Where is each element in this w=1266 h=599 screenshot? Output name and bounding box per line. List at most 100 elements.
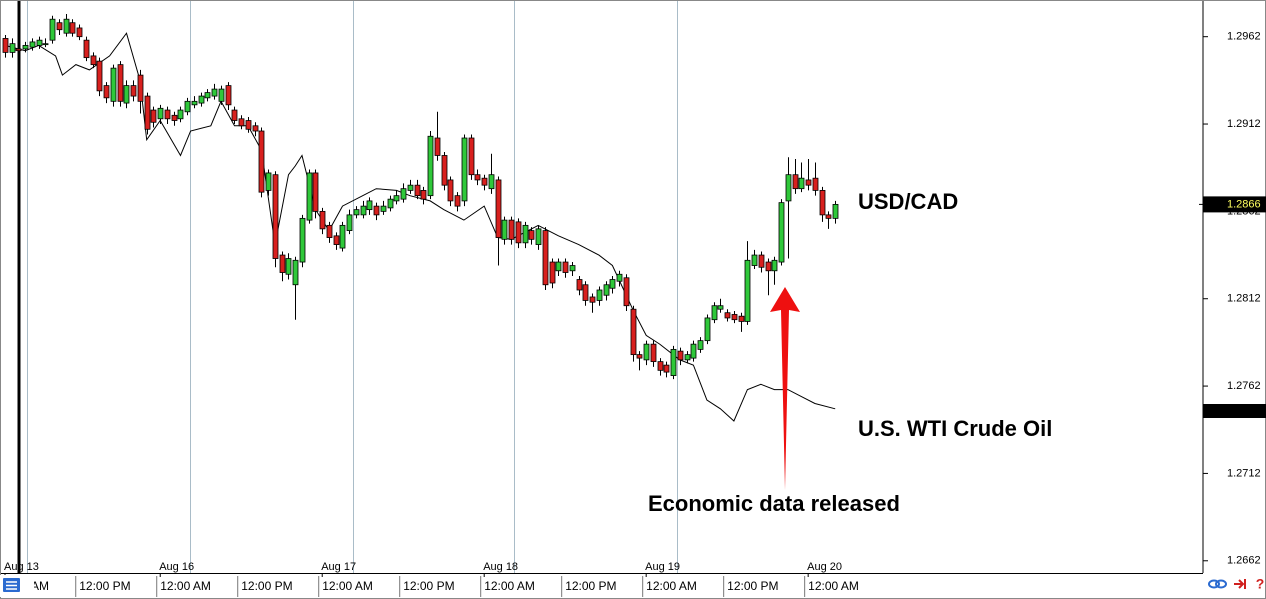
candle-body <box>778 202 785 263</box>
candle-body <box>765 261 772 272</box>
candle-body <box>798 177 805 190</box>
candle-body <box>2 38 9 53</box>
help-icon[interactable]: ? <box>1256 576 1265 592</box>
annotation: USD/CAD <box>858 189 958 214</box>
candle-body <box>76 27 83 38</box>
y-tick-label: 1.2712 <box>1227 467 1261 479</box>
candle-body <box>549 261 556 284</box>
scroll-icon[interactable] <box>1234 579 1246 589</box>
candle-body <box>542 230 549 286</box>
crude-price-marker <box>1203 404 1266 418</box>
candle-body <box>704 317 711 342</box>
candle-body <box>441 155 448 186</box>
x-time-label: 12:00 AM <box>646 579 697 593</box>
overlay: 1.2866 USD/CAD U.S. WTI Crude Oil Economic … <box>648 189 1266 516</box>
candle-body <box>454 195 461 207</box>
candle-body <box>319 210 326 230</box>
candle-body <box>555 261 562 272</box>
candle-body <box>9 43 16 53</box>
candle-body <box>576 279 583 291</box>
candle-body <box>150 109 157 123</box>
candle-body <box>407 184 414 191</box>
candle-body <box>218 88 225 102</box>
link-ring <box>1208 579 1220 589</box>
x-date-label: Aug 19 <box>645 561 680 573</box>
x-date-label: Aug 16 <box>159 561 194 573</box>
link-ring <box>1215 579 1227 589</box>
candle-body <box>596 289 603 301</box>
candle-body <box>522 224 529 244</box>
candle-body <box>569 265 576 272</box>
y-tick-label: 1.2812 <box>1227 293 1261 305</box>
candle-body <box>184 100 191 113</box>
candle-body <box>690 343 697 359</box>
candle-body <box>198 95 205 104</box>
x-date-label: Aug 13 <box>4 561 39 573</box>
annotation: U.S. WTI Crude Oil <box>858 416 1052 441</box>
candle-body <box>157 107 164 120</box>
plot <box>2 13 839 422</box>
candle-body <box>771 259 778 272</box>
y-tick-label: 1.2912 <box>1227 118 1261 130</box>
candle-body <box>56 22 63 31</box>
candle-body <box>636 354 643 359</box>
candle-body <box>427 135 434 197</box>
last-price-label: 1.2866 <box>1227 198 1261 210</box>
candle-body <box>393 195 400 202</box>
candle-body <box>177 109 184 120</box>
x-time-label: 12:00 PM <box>565 579 616 593</box>
candle-body <box>657 361 664 371</box>
x-time-label: 12:00 PM <box>241 579 292 593</box>
candle-body <box>164 109 171 120</box>
candle-body <box>623 277 630 307</box>
candle-body <box>697 340 704 350</box>
y-tick-label: 1.2962 <box>1227 31 1261 43</box>
candle-body <box>63 18 70 34</box>
candle-body <box>312 172 319 212</box>
candle-body <box>366 200 373 211</box>
candle-body <box>339 224 346 249</box>
x-date-label: Aug 17 <box>321 561 356 573</box>
candle-body <box>49 18 56 41</box>
candle-body <box>130 85 137 97</box>
candle-body <box>501 219 508 240</box>
x-time-label: 12:00 AM <box>322 579 373 593</box>
menu-icon[interactable] <box>3 578 20 592</box>
candle-body <box>36 39 43 46</box>
candle-body <box>832 203 839 219</box>
candle-body <box>468 137 475 176</box>
candle-body <box>414 184 421 197</box>
candle-body <box>711 305 718 321</box>
candle-body <box>589 296 596 303</box>
candle-body <box>90 55 97 66</box>
candle-body <box>819 190 826 216</box>
candle-body <box>306 172 313 221</box>
candle-body <box>245 120 252 130</box>
candle-body <box>670 348 677 376</box>
x-date-label: Aug 18 <box>483 561 518 573</box>
candle-body <box>744 259 751 322</box>
candle-body <box>677 350 684 361</box>
axes: 1.29621.29121.28621.28121.27621.27121.26… <box>0 31 1261 597</box>
link-icon[interactable] <box>1208 579 1227 589</box>
candle-body <box>333 235 340 245</box>
candle-body <box>447 179 454 202</box>
candle-body <box>508 219 515 240</box>
candle-body <box>461 137 468 202</box>
candle-body <box>805 179 812 186</box>
candle-body <box>29 41 36 48</box>
y-tick-label: 1.2662 <box>1227 555 1261 567</box>
candle-body <box>83 39 90 59</box>
x-time-label: 12:00 PM <box>727 579 778 593</box>
candle-body <box>663 364 670 373</box>
x-time-label: 12:00 AM <box>808 579 859 593</box>
candle-body <box>785 174 792 202</box>
candle-body <box>103 85 110 99</box>
candle-body <box>373 205 380 216</box>
candle-body <box>535 228 542 245</box>
candle-body <box>643 343 650 361</box>
x-time-label: 12:00 PM <box>79 579 130 593</box>
candle-body <box>231 109 238 121</box>
candle-body <box>684 354 691 361</box>
